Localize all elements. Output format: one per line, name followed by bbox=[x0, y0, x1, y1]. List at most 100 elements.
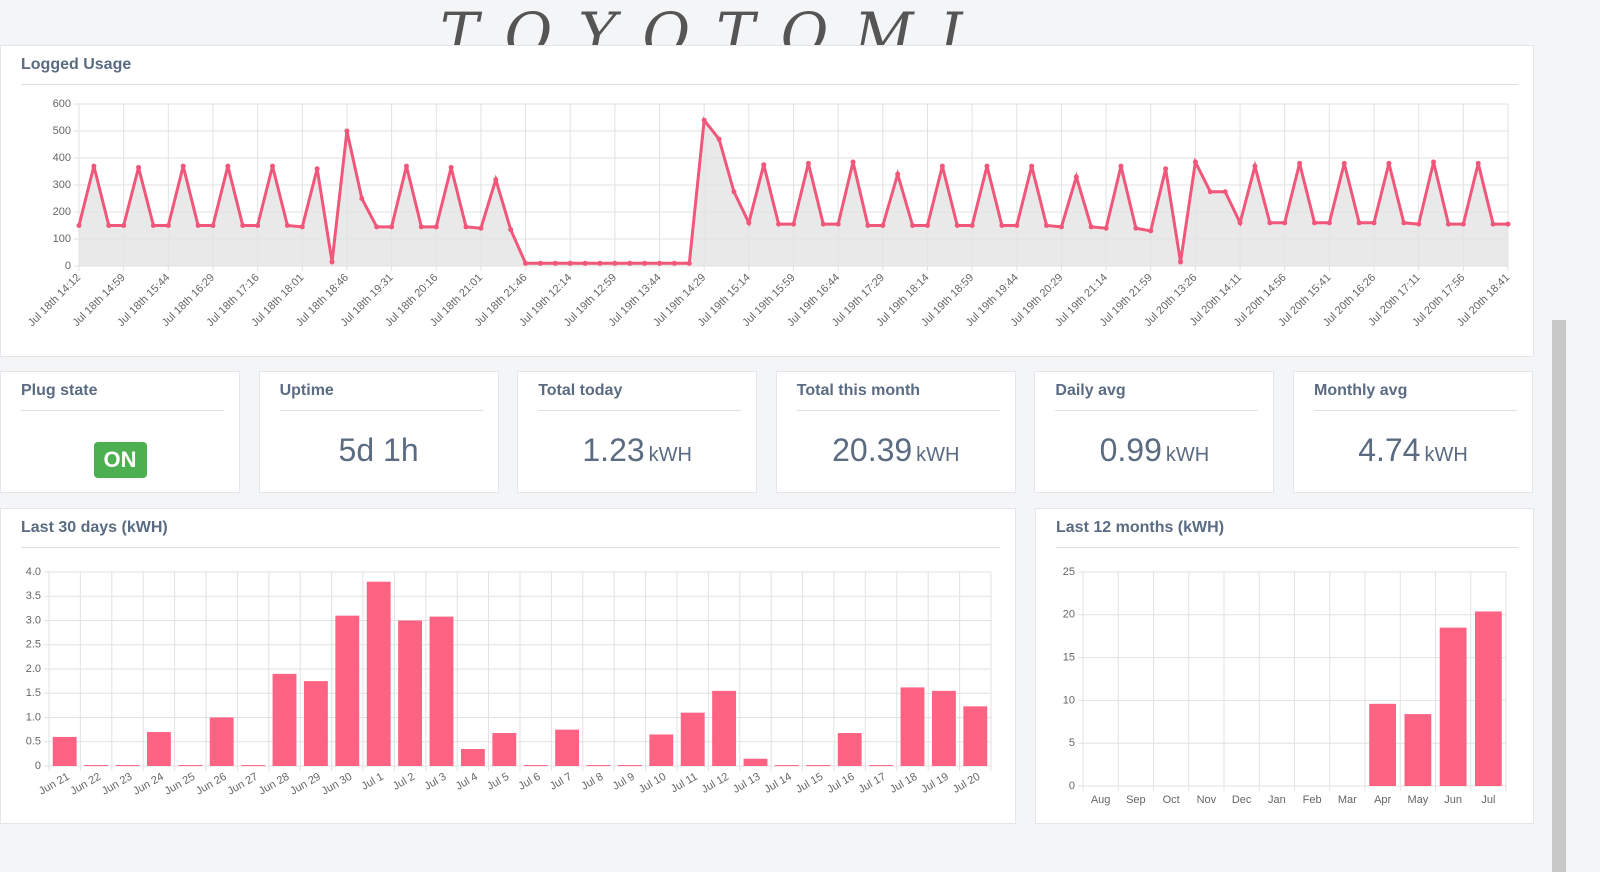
card-title: Plug state bbox=[21, 382, 224, 411]
point bbox=[1460, 221, 1466, 227]
point bbox=[121, 223, 127, 228]
card-value-box: 5d 1h bbox=[260, 432, 498, 469]
bar bbox=[52, 736, 77, 766]
y-tick-label: 0 bbox=[1069, 780, 1075, 792]
point bbox=[880, 223, 886, 228]
point bbox=[314, 166, 320, 172]
x-tick-label: Jul 4 bbox=[454, 771, 480, 793]
point bbox=[791, 221, 796, 227]
x-tick-label: Jul 13 bbox=[731, 771, 762, 796]
chart: 0 5 10 15 20 25 Aug Sep Oct Nov Dec Jan Feb Mar Apr May… bbox=[1063, 566, 1507, 806]
bar bbox=[178, 765, 203, 766]
x-tick-label: Jul 14 bbox=[762, 771, 793, 796]
x-tick-label: Jun 25 bbox=[163, 771, 198, 798]
point bbox=[1192, 159, 1198, 165]
point bbox=[1118, 163, 1124, 169]
y-tick-label: 2.5 bbox=[26, 639, 41, 651]
point bbox=[1505, 221, 1511, 227]
point bbox=[180, 163, 186, 169]
point bbox=[1341, 160, 1347, 166]
stat-card: Total this month 20.39 kWH bbox=[775, 371, 1016, 493]
bar bbox=[492, 733, 517, 766]
y-tick-label: 2.0 bbox=[26, 663, 41, 675]
scrollbar[interactable] bbox=[1552, 320, 1566, 872]
point bbox=[418, 224, 424, 230]
y-tick-label: 1.0 bbox=[26, 711, 41, 723]
card-value: 1.23 bbox=[582, 432, 645, 468]
point bbox=[1445, 221, 1451, 227]
y-tick-label: 200 bbox=[53, 206, 71, 218]
card-title: Monthly avg bbox=[1314, 382, 1517, 411]
point bbox=[1222, 189, 1228, 195]
point bbox=[1073, 174, 1079, 180]
point bbox=[1103, 225, 1109, 231]
state-badge: ON bbox=[93, 442, 147, 478]
point bbox=[954, 223, 960, 228]
card-unit: kWH bbox=[1424, 444, 1468, 466]
point bbox=[240, 223, 246, 228]
y-tick-label: 4.0 bbox=[26, 566, 41, 578]
x-tick-label: Jul 3 bbox=[422, 771, 448, 793]
x-tick-label: Jun bbox=[1444, 794, 1462, 806]
panel-title: Last 30 days (kWH) bbox=[21, 519, 1000, 548]
y-tick-label: 5 bbox=[1069, 737, 1075, 749]
point bbox=[195, 223, 201, 228]
point bbox=[1252, 163, 1258, 169]
x-tick-label: Jul 5 bbox=[485, 771, 511, 793]
bar bbox=[146, 732, 171, 766]
point bbox=[924, 223, 930, 228]
point bbox=[1163, 166, 1169, 172]
point bbox=[716, 136, 722, 142]
point bbox=[359, 196, 365, 201]
point bbox=[567, 260, 573, 266]
y-tick-label: 3.0 bbox=[26, 614, 41, 626]
point bbox=[686, 260, 692, 266]
point bbox=[344, 128, 350, 134]
card-title: Total today bbox=[538, 382, 742, 411]
y-tick-label: 15 bbox=[1063, 652, 1075, 664]
card-value-box: ON bbox=[1, 438, 239, 478]
y-tick-label: 0.5 bbox=[26, 736, 41, 748]
card-value-box: 0.99 kWH bbox=[1035, 432, 1273, 469]
point bbox=[91, 163, 97, 169]
point bbox=[299, 224, 305, 230]
point bbox=[984, 163, 990, 169]
x-tick-label: Jul 7 bbox=[548, 771, 574, 793]
x-tick-label: May bbox=[1407, 794, 1428, 806]
y-tick-label: 400 bbox=[53, 152, 71, 164]
panel-title: Last 12 months (kWH) bbox=[1056, 519, 1518, 548]
point bbox=[1326, 220, 1332, 226]
point bbox=[1178, 259, 1184, 265]
stat-card: Total today 1.23 kWH bbox=[517, 371, 758, 493]
stat-card: Daily avg 0.99 kWH bbox=[1034, 371, 1275, 493]
bar bbox=[680, 712, 705, 766]
y-tick-label: 500 bbox=[53, 125, 71, 137]
panel-title: Logged Usage bbox=[21, 56, 1518, 85]
bar bbox=[1474, 611, 1502, 786]
point bbox=[1416, 221, 1422, 227]
card-value: 5d 1h bbox=[338, 432, 419, 468]
x-tick-label: Jul 19 bbox=[919, 771, 950, 796]
point bbox=[701, 117, 707, 123]
bar bbox=[272, 673, 297, 766]
x-tick-label: Jun 21 bbox=[37, 771, 72, 798]
stat-card: Monthly avg 4.74 kWH bbox=[1293, 371, 1533, 493]
y-tick-label: 0 bbox=[35, 760, 41, 772]
bar bbox=[115, 765, 140, 766]
point bbox=[1475, 160, 1481, 166]
x-tick-label: Apr bbox=[1374, 794, 1391, 806]
point bbox=[939, 163, 945, 169]
card-value: 4.74 bbox=[1358, 432, 1421, 468]
card-unit: kWH bbox=[916, 444, 960, 466]
x-tick-label: Dec bbox=[1232, 794, 1252, 806]
panel: Last 12 months (kWH) 0 5 10 15 20 25 Aug Sep Oct… bbox=[1035, 508, 1534, 824]
point bbox=[597, 260, 603, 266]
card-title: Total this month bbox=[796, 382, 1000, 411]
point bbox=[433, 224, 439, 230]
y-tick-label: 1.5 bbox=[26, 687, 41, 699]
bar bbox=[712, 690, 737, 766]
point bbox=[255, 223, 261, 228]
bar bbox=[1369, 703, 1397, 786]
point bbox=[284, 223, 290, 228]
